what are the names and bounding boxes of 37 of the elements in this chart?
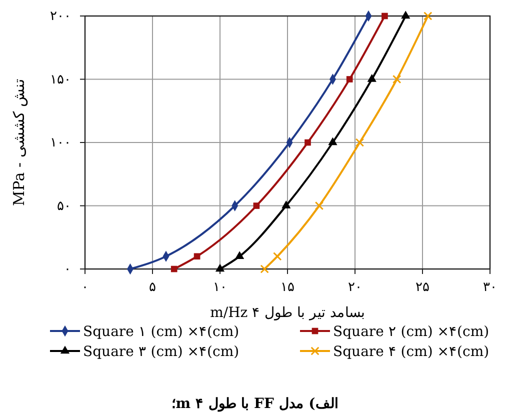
x-tick-label: ۱۰	[213, 280, 227, 295]
point	[260, 264, 269, 274]
y-tick-label: ۲۰۰	[50, 9, 71, 24]
point	[355, 138, 364, 147]
y-tick-label: ۱۵۰	[50, 72, 71, 88]
point	[235, 251, 244, 259]
legend-label: Square ۴ (cm) ×۴(cm)	[333, 344, 490, 360]
legend-label: Square ۱ (cm) ×۴(cm)	[83, 324, 240, 340]
point	[392, 74, 402, 84]
point	[346, 76, 353, 82]
text: الف) مدل FF با طول ۴ m؛	[172, 396, 338, 412]
legend-label: Square ۲ (cm) ×۴(cm)	[333, 324, 490, 340]
x-tick-label: ۵	[149, 280, 156, 295]
x-tick-label: ۲۰	[348, 280, 362, 295]
x-tick-label: ۱۵	[280, 280, 294, 295]
point	[282, 200, 291, 208]
point	[314, 201, 324, 210]
point	[367, 74, 376, 82]
y-tick-label: ۱۰۰	[50, 136, 71, 150]
point	[424, 12, 432, 20]
point	[215, 264, 225, 272]
point	[304, 139, 311, 146]
point	[328, 137, 338, 146]
point	[401, 10, 410, 19]
legend-label: Square ۳ (cm) ×۴(cm)	[83, 344, 240, 360]
point	[273, 252, 282, 261]
x-tick-label: ۲۵	[416, 280, 430, 295]
y-axis-title: MPa - تنش کششی	[10, 78, 28, 206]
point	[382, 12, 388, 20]
point	[194, 253, 200, 260]
x-axis-title: بسامد تیر با طول m/Hz ۴	[210, 305, 365, 321]
y-tick-label: ۰	[64, 262, 71, 277]
point	[253, 202, 260, 209]
point	[170, 266, 178, 272]
y-tick-label: ۵۰	[57, 198, 71, 214]
x-tick-label: ۰	[82, 280, 88, 295]
x-tick-label: ۳۰	[483, 280, 497, 295]
